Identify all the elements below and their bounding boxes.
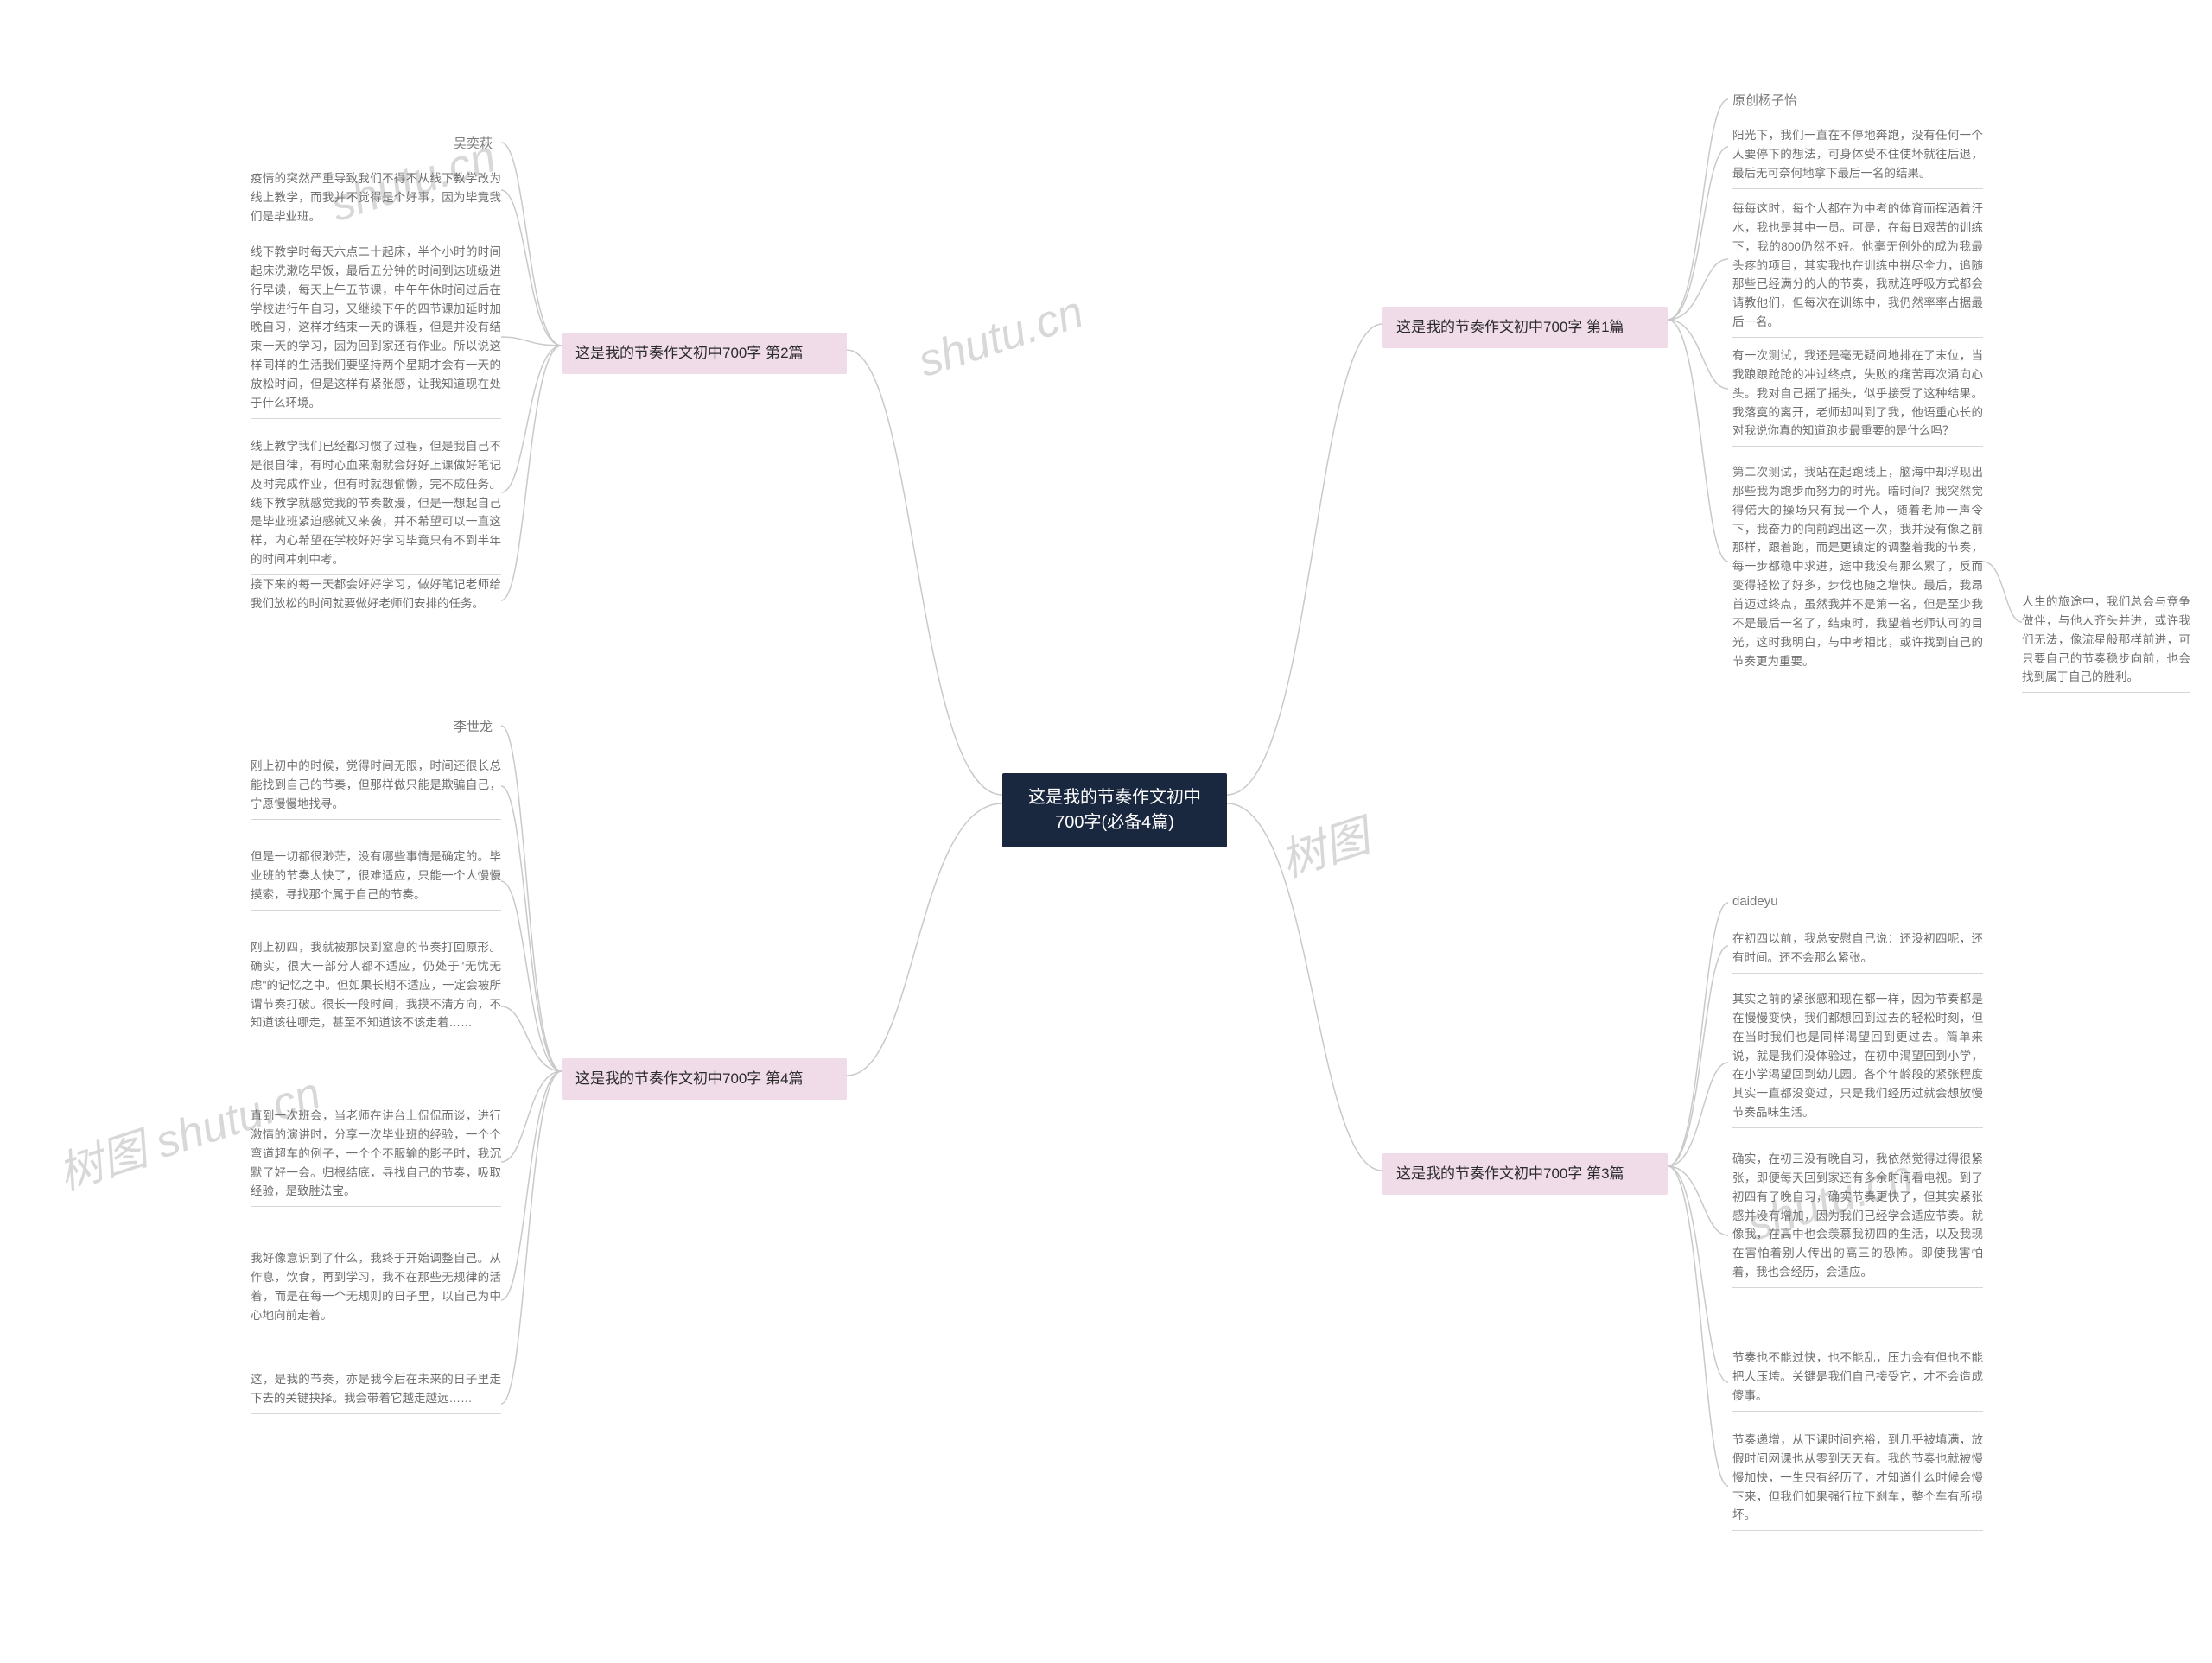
watermark: 树图 xyxy=(1271,800,1376,889)
branch-3-author: daideyu xyxy=(1732,894,1778,909)
branch-3-leaf: 其实之前的紧张感和现在都一样，因为节奏都是在慢慢变快，我们都想回到过去的轻松时刻… xyxy=(1732,985,1983,1128)
branch-2-author: 吴奕萩 xyxy=(454,134,493,152)
branch-3-leaf: 节奏也不能过快，也不能乱，压力会有但也不能把人压垮。关键是我们自己接受它，才不会… xyxy=(1732,1343,1983,1412)
branch-3-leaf: 节奏递增，从下课时间充裕，到几乎被填满，放假时间网课也从零到天天有。我的节奏也就… xyxy=(1732,1425,1983,1531)
branch-3-leaf: 确实，在初三没有晚自习，我依然觉得过得很紧张，即便每天回到家还有多余时间看电视。… xyxy=(1732,1145,1983,1288)
branch-3: 这是我的节奏作文初中700字 第3篇 xyxy=(1382,1153,1668,1195)
branch-1-tail: 人生的旅途中，我们总会与竞争做伴，与他人齐头并进，或许我们无法，像流星般那样前进… xyxy=(2022,587,2190,693)
branch-4-leaf: 但是一切都很渺茫，没有哪些事情是确定的。毕业班的节奏太快了，很难适应，只能一个人… xyxy=(251,842,501,911)
branch-2-leaf: 线下教学时每天六点二十起床，半个小时的时间起床洗漱吃早饭，最后五分钟的时间到达班… xyxy=(251,238,501,419)
branch-4-leaf: 刚上初中的时候，觉得时间无限，时间还很长总能找到自己的节奏，但那样做只能是欺骗自… xyxy=(251,752,501,820)
branch-4-leaf: 这，是我的节奏，亦是我今后在未来的日子里走下去的关键抉择。我会带着它越走越远…… xyxy=(251,1365,501,1414)
branch-2: 这是我的节奏作文初中700字 第2篇 xyxy=(562,333,847,374)
branch-4-leaf: 我好像意识到了什么，我终于开始调整自己。从作息，饮食，再到学习，我不在那些无规律… xyxy=(251,1244,501,1330)
center-node: 这是我的节奏作文初中700字(必备4篇) xyxy=(1002,773,1227,847)
branch-1-leaf: 有一次测试，我还是毫无疑问地排在了末位，当我踉踉跄跄的冲过终点，失败的痛苦再次涌… xyxy=(1732,341,1983,447)
branch-1-leaf: 每每这时，每个人都在为中考的体育而挥洒着汗水，我也是其中一员。可是，在每日艰苦的… xyxy=(1732,194,1983,338)
branch-1: 这是我的节奏作文初中700字 第1篇 xyxy=(1382,307,1668,348)
branch-4-leaf: 刚上初四，我就被那快到窒息的节奏打回原形。确实，很大一部分人都不适应，仍处于"无… xyxy=(251,933,501,1038)
branch-1-author: 原创杨子怡 xyxy=(1732,91,1797,109)
branch-1-leaf: 第二次测试，我站在起跑线上，脑海中却浮现出那些我为跑步而努力的时光。暗时间？我突… xyxy=(1732,458,1983,676)
branch-3-leaf: 在初四以前，我总安慰自己说：还没初四呢，还有时间。还不会那么紧张。 xyxy=(1732,924,1983,974)
branch-1-leaf: 阳光下，我们一直在不停地奔跑，没有任何一个人要停下的想法，可身体受不住使坏就往后… xyxy=(1732,121,1983,189)
branch-2-leaf: 接下来的每一天都会好好学习，做好笔记老师给我们放松的时间就要做好老师们安排的任务… xyxy=(251,570,501,619)
branch-2-leaf: 疫情的突然严重导致我们不得不从线下教学改为线上教学，而我并不觉得是个好事，因为毕… xyxy=(251,164,501,232)
branch-4: 这是我的节奏作文初中700字 第4篇 xyxy=(562,1058,847,1100)
branch-4-leaf: 直到一次班会，当老师在讲台上侃侃而谈，进行激情的演讲时，分享一次毕业班的经验，一… xyxy=(251,1101,501,1207)
branch-4-author: 李世龙 xyxy=(454,717,493,735)
branch-2-leaf: 线上教学我们已经都习惯了过程，但是我自己不是很自律，有时心血来潮就会好好上课做好… xyxy=(251,432,501,575)
watermark: shutu.cn xyxy=(912,286,1090,388)
